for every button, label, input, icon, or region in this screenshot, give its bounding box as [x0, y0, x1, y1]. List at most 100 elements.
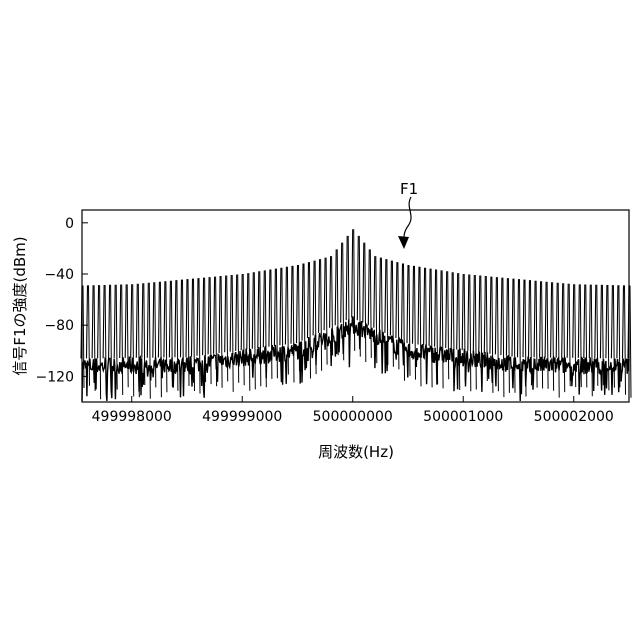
- spectral-line-tail: [630, 286, 631, 398]
- spectral-line: [429, 269, 430, 346]
- annotation-arrow: [404, 197, 411, 243]
- spectral-line: [175, 280, 176, 357]
- spectral-line-tail: [420, 267, 421, 387]
- spectral-line-tail: [160, 282, 161, 398]
- spectral-line: [390, 261, 391, 336]
- spectral-line: [98, 285, 99, 358]
- spectral-line: [136, 284, 137, 358]
- spectral-line: [424, 268, 425, 346]
- spectral-line: [446, 271, 447, 348]
- spectral-line: [589, 285, 590, 358]
- spectral-line-tail: [597, 285, 598, 386]
- x-tick-label: 500000000: [313, 409, 393, 425]
- spectral-line: [357, 236, 358, 320]
- spectral-line: [402, 264, 403, 341]
- spectral-line-tail: [486, 276, 487, 381]
- x-tick-label: 499998000: [92, 409, 172, 425]
- spectral-line: [418, 267, 419, 345]
- spectral-line: [623, 285, 624, 358]
- spectral-line: [611, 285, 612, 358]
- spectral-line: [468, 275, 469, 351]
- spectral-line: [600, 285, 601, 358]
- spectral-line: [131, 284, 132, 358]
- spectral-line: [379, 258, 380, 331]
- spectral-line-tail: [542, 281, 543, 388]
- spectral-line: [197, 278, 198, 356]
- spectral-line: [562, 283, 563, 358]
- spectral-line: [236, 275, 237, 351]
- spectral-line: [192, 279, 193, 357]
- spectral-line-tail: [431, 269, 432, 388]
- spectral-line: [319, 259, 320, 333]
- spectral-line-tail: [221, 276, 222, 388]
- spectral-line: [241, 274, 242, 350]
- spectral-line: [87, 285, 88, 358]
- spectral-line-tail: [199, 278, 200, 393]
- y-tick-label: −40: [44, 267, 74, 283]
- spectral-line-tail: [470, 275, 471, 392]
- spectral-line: [506, 278, 507, 356]
- spectral-line: [490, 277, 491, 354]
- spectral-line: [457, 273, 458, 349]
- spectral-line: [114, 285, 115, 358]
- spectral-line: [247, 273, 248, 349]
- x-axis: 499998000 499999000 500000000 500001000 5000…: [92, 396, 614, 425]
- spectral-line: [280, 268, 281, 346]
- y-axis-title: 信号F1の強度(dBm): [11, 236, 29, 375]
- spectral-line: [153, 282, 154, 357]
- annotation-arrowhead: [398, 236, 409, 249]
- spectral-line: [103, 285, 104, 358]
- spectral-line-tail: [464, 274, 465, 381]
- spectral-line: [368, 249, 369, 325]
- spectral-line-tail: [321, 259, 322, 371]
- spectral-line-tail: [569, 284, 570, 387]
- spectral-line-tail: [155, 282, 156, 387]
- spectral-line: [125, 284, 126, 358]
- spectral-line-tail: [503, 278, 504, 398]
- spectral-line-tail: [149, 283, 150, 399]
- spectral-line-tail: [575, 284, 576, 387]
- spectral-line-tail: [553, 282, 554, 391]
- spectral-line: [169, 281, 170, 358]
- spectral-line: [203, 278, 204, 356]
- spectral-line-tail: [415, 266, 416, 380]
- spectral-line: [617, 285, 618, 358]
- spectral-line: [518, 279, 519, 357]
- spectral-line-tail: [216, 277, 217, 387]
- spectral-line-tail: [276, 269, 277, 379]
- spectral-line: [440, 270, 441, 347]
- spectral-line-tail: [254, 272, 255, 389]
- spectral-line-tail: [365, 243, 366, 362]
- spectral-line: [363, 243, 364, 323]
- spectral-line: [252, 272, 253, 349]
- spectral-line-tail: [326, 258, 327, 365]
- spectral-line: [512, 279, 513, 357]
- spectral-line: [374, 256, 375, 328]
- spectral-line-tail: [459, 273, 460, 390]
- x-tick-label: 500001000: [423, 409, 503, 425]
- spectrum-trace: [81, 229, 631, 401]
- spectral-line-tail: [260, 271, 261, 386]
- spectral-line-tail: [232, 275, 233, 392]
- spectral-line: [573, 284, 574, 358]
- spectral-line-tail: [536, 281, 537, 388]
- spectral-line: [219, 276, 220, 353]
- spectral-line: [540, 281, 541, 357]
- spectral-line: [109, 285, 110, 358]
- spectral-line-tail: [613, 285, 614, 388]
- x-tick-label: 499999000: [202, 409, 282, 425]
- spectral-line-tail: [508, 278, 509, 393]
- spectral-line: [324, 258, 325, 331]
- spectral-line-tail: [249, 273, 250, 391]
- y-tick-label: 0: [65, 216, 74, 232]
- spectral-line: [396, 262, 397, 338]
- spectral-line: [313, 261, 314, 336]
- spectral-line: [297, 265, 298, 343]
- spectral-line: [523, 280, 524, 358]
- x-tick-label: 500002000: [534, 409, 614, 425]
- spectral-line: [120, 285, 121, 359]
- spectral-line-tail: [127, 284, 128, 387]
- spectral-line: [181, 280, 182, 358]
- spectral-line-tail: [287, 267, 288, 375]
- spectral-line-tail: [558, 283, 559, 398]
